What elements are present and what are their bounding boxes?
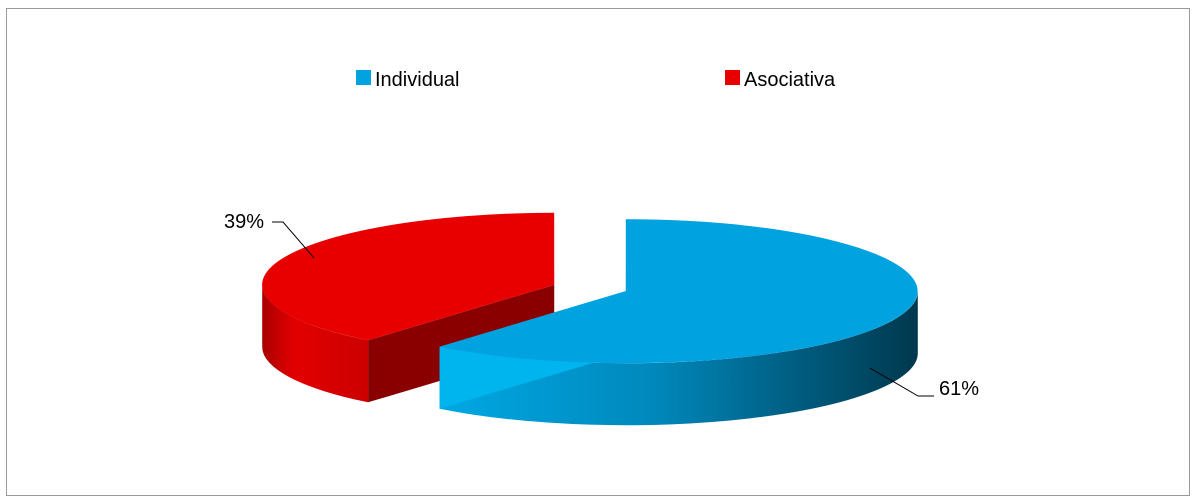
data-label-asociativa: 39% (224, 211, 264, 233)
leader-line-individual (869, 367, 934, 397)
data-label-individual: 61% (939, 378, 979, 400)
slice-asociativa-top (262, 212, 555, 341)
legend-swatch-individual (356, 70, 371, 85)
pie-slice-individual (439, 219, 918, 426)
legend: Individual Asociativa (356, 69, 836, 91)
slice-asociativa-side (262, 284, 369, 403)
legend-label-asociativa: Asociativa (744, 69, 836, 91)
legend-label-individual: Individual (375, 69, 460, 91)
slice-individual-top (439, 219, 918, 364)
leader-line-asociativa (272, 221, 315, 259)
legend-swatch-asociativa (725, 70, 740, 85)
slice-individual-side (439, 291, 918, 426)
